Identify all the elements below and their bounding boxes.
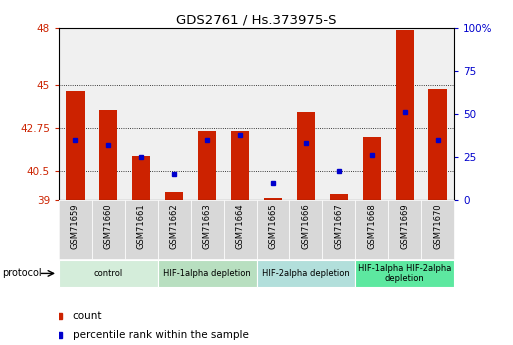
Bar (231, 131, 249, 200)
FancyBboxPatch shape (224, 200, 256, 259)
FancyBboxPatch shape (59, 200, 92, 259)
Bar (132, 156, 150, 200)
FancyBboxPatch shape (191, 200, 224, 259)
Bar (428, 89, 447, 200)
Bar (198, 131, 216, 200)
FancyBboxPatch shape (355, 200, 388, 259)
FancyBboxPatch shape (355, 260, 454, 287)
Text: GSM71660: GSM71660 (104, 203, 113, 249)
FancyBboxPatch shape (158, 260, 256, 287)
Text: percentile rank within the sample: percentile rank within the sample (73, 330, 249, 339)
FancyBboxPatch shape (388, 200, 421, 259)
Bar (100, 110, 117, 200)
Text: HIF-1alpha depletion: HIF-1alpha depletion (163, 269, 251, 278)
Text: GSM71665: GSM71665 (268, 203, 278, 249)
Text: GSM71663: GSM71663 (203, 203, 212, 249)
Bar (165, 193, 183, 200)
Text: GSM71662: GSM71662 (170, 203, 179, 249)
Text: GSM71659: GSM71659 (71, 203, 80, 248)
FancyBboxPatch shape (59, 260, 158, 287)
Bar (264, 198, 282, 200)
Bar (66, 91, 85, 200)
Text: GSM71669: GSM71669 (400, 203, 409, 249)
Text: HIF-1alpha HIF-2alpha
depletion: HIF-1alpha HIF-2alpha depletion (358, 264, 451, 283)
Text: protocol: protocol (3, 268, 42, 278)
Text: GSM71666: GSM71666 (301, 203, 310, 249)
FancyBboxPatch shape (256, 200, 289, 259)
Bar (330, 194, 348, 200)
FancyBboxPatch shape (289, 200, 322, 259)
Bar (297, 112, 315, 200)
Bar (363, 137, 381, 200)
Text: control: control (94, 269, 123, 278)
FancyBboxPatch shape (125, 200, 158, 259)
Text: GSM71664: GSM71664 (235, 203, 245, 249)
Text: GSM71670: GSM71670 (433, 203, 442, 249)
Title: GDS2761 / Hs.373975-S: GDS2761 / Hs.373975-S (176, 13, 337, 27)
FancyBboxPatch shape (158, 200, 191, 259)
Text: GSM71668: GSM71668 (367, 203, 376, 249)
Text: GSM71667: GSM71667 (334, 203, 343, 249)
Text: count: count (73, 311, 103, 321)
Text: HIF-2alpha depletion: HIF-2alpha depletion (262, 269, 350, 278)
Bar (396, 30, 413, 200)
FancyBboxPatch shape (421, 200, 454, 259)
FancyBboxPatch shape (256, 260, 355, 287)
FancyBboxPatch shape (322, 200, 355, 259)
FancyBboxPatch shape (92, 200, 125, 259)
Text: GSM71661: GSM71661 (137, 203, 146, 249)
